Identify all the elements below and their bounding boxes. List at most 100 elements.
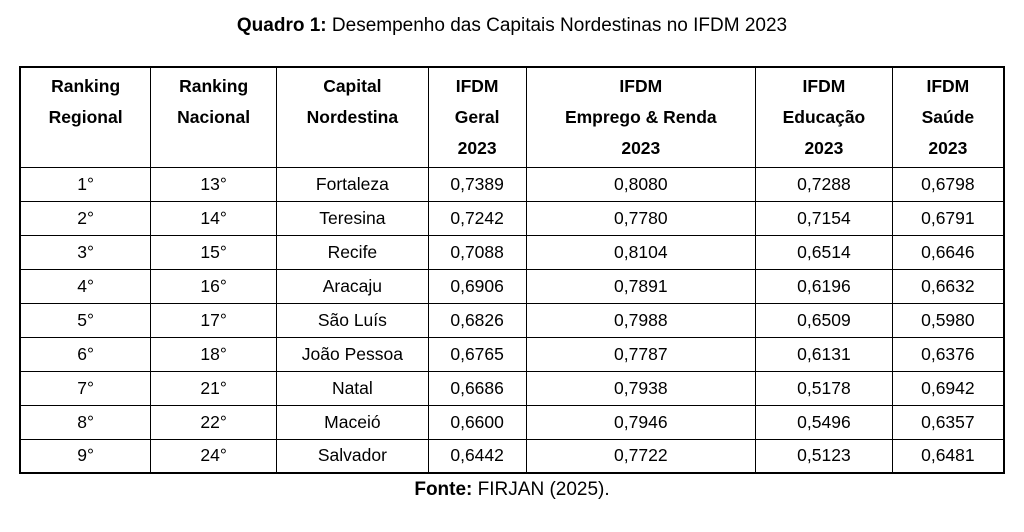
column-header-line: Nordestina	[306, 107, 399, 127]
table-cell: 0,5980	[891, 302, 1005, 338]
table-row: 7° 21° Natal 0,6686 0,7938 0,5178 0,6942	[19, 370, 1005, 406]
table-cell: 0,6906	[427, 268, 527, 304]
table-cell: 0,6765	[427, 336, 527, 372]
table-cell: João Pessoa	[276, 336, 429, 372]
table-row: 8° 22° Maceió 0,6600 0,7946 0,5496 0,6357	[19, 404, 1005, 440]
column-header-line: Regional	[48, 107, 123, 127]
table-cell: 9°	[19, 438, 152, 474]
table-cell: 0,6791	[891, 200, 1005, 236]
table-cell: 0,7242	[427, 200, 527, 236]
table-cell: 1°	[19, 166, 152, 202]
table-cell: 0,6632	[891, 268, 1005, 304]
column-header-ranking-nacional: Ranking Nacional	[150, 66, 278, 168]
column-header-line: Nacional	[177, 107, 251, 127]
source-text: FIRJAN (2025).	[472, 479, 610, 500]
column-header-line: Capital	[323, 76, 382, 96]
table-cell: 0,6376	[891, 336, 1005, 372]
column-header-ifdm-educacao: IFDM Educação 2023	[755, 66, 893, 168]
column-header-capital-nordestina: Capital Nordestina	[276, 66, 429, 168]
table-row: 3° 15° Recife 0,7088 0,8104 0,6514 0,6646	[19, 234, 1005, 270]
table-cell: 3°	[19, 234, 152, 270]
table-cell: 0,7154	[755, 200, 893, 236]
column-header-line: Educação	[782, 107, 866, 127]
table-cell: 0,6196	[755, 268, 893, 304]
table-cell: 5°	[19, 302, 152, 338]
column-header-ifdm-geral: IFDM Geral 2023	[427, 66, 527, 168]
table-cell: 0,5178	[755, 370, 893, 406]
column-header-line: Emprego & Renda	[564, 107, 717, 127]
column-header-line: 2023	[457, 138, 497, 158]
table-cell: 0,5496	[755, 404, 893, 440]
table-cell: 0,7722	[525, 438, 757, 474]
table-cell: 6°	[19, 336, 152, 372]
table-cell: 0,7787	[525, 336, 757, 372]
table-cell: 4°	[19, 268, 152, 304]
column-header-line: IFDM	[802, 76, 846, 96]
table-cell: 24°	[150, 438, 278, 474]
table-cell: Teresina	[276, 200, 429, 236]
table-cell: 16°	[150, 268, 278, 304]
table-cell: 0,6357	[891, 404, 1005, 440]
caption-number: Quadro 1:	[236, 15, 327, 36]
table-cell: 0,6131	[755, 336, 893, 372]
table-cell: 0,6442	[427, 438, 527, 474]
column-header-line: Ranking	[51, 76, 121, 96]
table-row: 6° 18° João Pessoa 0,6765 0,7787 0,6131 0,6376	[19, 336, 1005, 372]
table-body: 1° 13° Fortaleza 0,7389 0,8080 0,7288 0,6798 2°…	[19, 166, 1005, 474]
source-label: Fonte:	[414, 479, 473, 500]
table-caption: Quadro 1: Desempenho das Capitais Nordes…	[0, 14, 1024, 38]
table-cell: 17°	[150, 302, 278, 338]
table-cell: 2°	[19, 200, 152, 236]
table-cell: Salvador	[276, 438, 429, 474]
table-cell: 0,7288	[755, 166, 893, 202]
table-cell: 0,8104	[525, 234, 757, 270]
table-cell: Aracaju	[276, 268, 429, 304]
table-cell: 0,7891	[525, 268, 757, 304]
table-cell: 15°	[150, 234, 278, 270]
table-cell: 0,7938	[525, 370, 757, 406]
table-cell: 22°	[150, 404, 278, 440]
table-cell: 0,6600	[427, 404, 527, 440]
column-header-line: 2023	[928, 138, 968, 158]
table-cell: 0,7389	[427, 166, 527, 202]
table-cell: 18°	[150, 336, 278, 372]
column-header-line: 2023	[804, 138, 844, 158]
column-header-line: Saúde	[921, 107, 975, 127]
source-note: Fonte: FIRJAN (2025).	[0, 479, 1024, 501]
table-cell: Natal	[276, 370, 429, 406]
table-cell: 13°	[150, 166, 278, 202]
table-cell: 0,6481	[891, 438, 1005, 474]
table-cell: 0,6514	[755, 234, 893, 270]
table-cell: 0,6646	[891, 234, 1005, 270]
column-header-ifdm-emprego-renda: IFDM Emprego & Renda 2023	[525, 66, 757, 168]
column-header-line: Geral	[454, 107, 500, 127]
table-row: 9° 24° Salvador 0,6442 0,7722 0,5123 0,6481	[19, 438, 1005, 474]
caption-text: Desempenho das Capitais Nordestinas no I…	[326, 15, 788, 36]
table-cell: 0,7088	[427, 234, 527, 270]
table-cell: 0,6509	[755, 302, 893, 338]
table-row: 5° 17° São Luís 0,6826 0,7988 0,6509 0,5980	[19, 302, 1005, 338]
table-cell: 0,6686	[427, 370, 527, 406]
ifdm-capitais-table: Ranking Regional Ranking Nacional Capital Nor…	[19, 66, 1005, 474]
table-cell: 0,8080	[525, 166, 757, 202]
column-header-line: IFDM	[455, 76, 499, 96]
table-cell: Maceió	[276, 404, 429, 440]
column-header-line: 2023	[621, 138, 661, 158]
table-row: 2° 14° Teresina 0,7242 0,7780 0,7154 0,6791	[19, 200, 1005, 236]
table-cell: Recife	[276, 234, 429, 270]
column-header-line: IFDM	[619, 76, 663, 96]
header-row: Ranking Regional Ranking Nacional Capital Nor…	[19, 66, 1005, 168]
table-row: 1° 13° Fortaleza 0,7389 0,8080 0,7288 0,6798	[19, 166, 1005, 202]
table-cell: 0,6826	[427, 302, 527, 338]
column-header-ranking-regional: Ranking Regional	[19, 66, 152, 168]
table-row: 4° 16° Aracaju 0,6906 0,7891 0,6196 0,6632	[19, 268, 1005, 304]
table-cell: 7°	[19, 370, 152, 406]
table-cell: São Luís	[276, 302, 429, 338]
table-cell: 0,6798	[891, 166, 1005, 202]
table-cell: 0,7988	[525, 302, 757, 338]
column-header-ifdm-saude: IFDM Saúde 2023	[891, 66, 1005, 168]
table-cell: 0,5123	[755, 438, 893, 474]
table-cell: 8°	[19, 404, 152, 440]
table-cell: Fortaleza	[276, 166, 429, 202]
column-header-line: IFDM	[926, 76, 970, 96]
